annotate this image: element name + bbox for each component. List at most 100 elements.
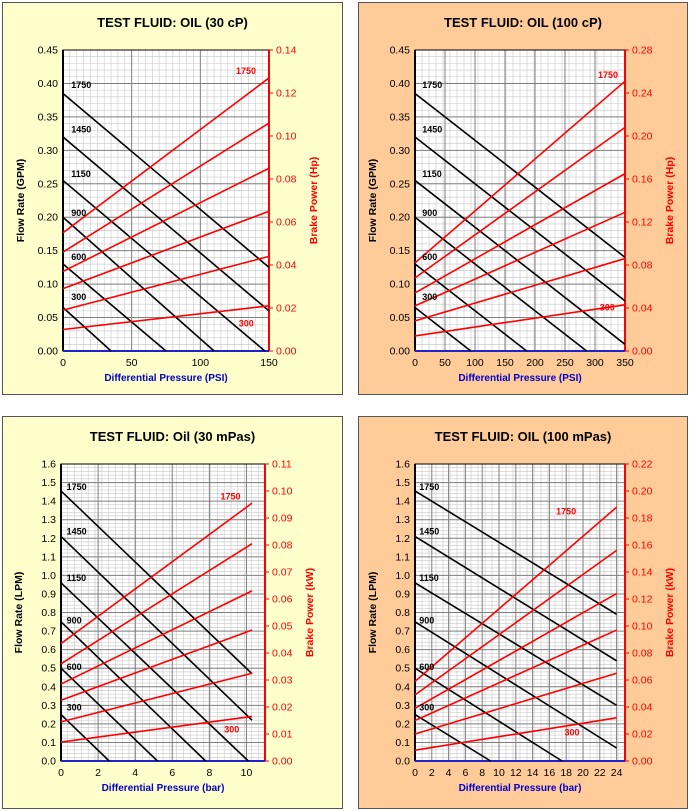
power-line-1450 <box>60 542 253 665</box>
x-axis-title: Differential Pressure (bar) <box>459 783 582 794</box>
x-tick-label: 100 <box>466 357 484 369</box>
flow-line-900 <box>60 621 207 762</box>
y2-tick-label: 0.09 <box>272 513 293 525</box>
y-tick-label: 0.5 <box>395 663 410 675</box>
y-tick-label: 0.9 <box>41 588 56 600</box>
y2-axis-title: Brake Power (kW) <box>304 568 316 657</box>
y-tick-label: 1.2 <box>41 533 56 545</box>
flow-line-300 <box>62 306 112 352</box>
y-tick-label: 1.1 <box>395 551 410 563</box>
y-tick-label: 1.4 <box>395 496 410 508</box>
x-axis-title: Differential Pressure (PSI) <box>458 373 581 384</box>
y-tick-label: 0.15 <box>390 245 411 257</box>
chart-svg: 0.0 0.1 0.2 0.3 0.4 0.5 0.6 0.7 0.8 0.9 1.0 1.1 1.2 1… <box>13 459 316 795</box>
power-line-900 <box>414 629 617 722</box>
x-tick-label: 0 <box>412 767 418 779</box>
y-tick-label: 0.35 <box>390 111 411 123</box>
y-tick-label: 0.0 <box>395 756 410 768</box>
y-tick-label: 0.4 <box>41 681 56 693</box>
chart-title: TEST FLUID: OIL (100 mPas) <box>434 429 612 444</box>
flow-line-1150 <box>414 582 618 706</box>
y2-tick-label: 0.06 <box>276 217 297 229</box>
power-label-1750: 1750 <box>556 507 576 517</box>
flow-label-900: 900 <box>419 615 434 625</box>
power-line-900 <box>62 210 270 290</box>
flow-label-1150: 1150 <box>419 573 439 583</box>
flow-label-900: 900 <box>67 615 82 625</box>
flow-label-1750: 1750 <box>419 482 439 492</box>
y-tick-label: 0.10 <box>38 279 59 291</box>
x-tick-label: 300 <box>586 357 604 369</box>
y2-tick-label: 0.08 <box>272 540 293 552</box>
y2-tick-label: 0.06 <box>272 594 293 606</box>
y-tick-label: 0.35 <box>38 111 59 123</box>
flow-label-1450: 1450 <box>422 124 442 134</box>
x-tick-label: 150 <box>260 357 278 369</box>
power-label-1750: 1750 <box>598 70 618 80</box>
y-tick-label: 0.45 <box>38 45 59 57</box>
power-line-900 <box>414 211 626 307</box>
y2-tick-label: 0.12 <box>276 88 297 100</box>
chart-panel-oil-100cp: 0.00 0.05 0.10 0.15 0.20 0.25 0.30 0.35 0.40 0.45… <box>358 2 688 395</box>
power-label-1750: 1750 <box>220 491 240 501</box>
y-tick-label: 0.45 <box>390 45 411 57</box>
y2-tick-label: 0.22 <box>632 459 653 471</box>
power-line-300 <box>60 715 253 743</box>
y-tick-label: 0.9 <box>395 588 410 600</box>
flow-label-300: 300 <box>422 292 437 302</box>
power-line-1750 <box>414 80 626 264</box>
x-tick-label: 20 <box>577 767 589 779</box>
y2-tick-label: 0.02 <box>632 729 653 741</box>
flow-label-1150: 1150 <box>71 169 91 179</box>
y-tick-label: 0.05 <box>390 312 411 324</box>
flow-line-1750 <box>62 92 270 269</box>
y-tick-label: 1.5 <box>41 477 56 489</box>
y-tick-label: 0.25 <box>38 178 59 190</box>
flow-line-600 <box>414 667 563 762</box>
flow-line-600 <box>414 263 528 352</box>
y2-tick-label: 0.02 <box>272 702 293 714</box>
y-axis-title: Flow Rate (LPM) <box>367 572 379 654</box>
y-tick-label: 0.00 <box>390 346 411 358</box>
x-tick-label: 2 <box>429 767 435 779</box>
x-tick-label: 250 <box>556 357 574 369</box>
power-line-600 <box>62 255 270 311</box>
y2-tick-label: 0.10 <box>632 621 653 633</box>
y2-tick-label: 0.08 <box>632 648 653 660</box>
y2-tick-label: 0.04 <box>272 648 293 660</box>
y-tick-label: 0.20 <box>390 212 411 224</box>
flow-label-1450: 1450 <box>71 124 91 134</box>
y2-tick-label: 0.20 <box>632 131 653 143</box>
chart-title: TEST FLUID: OIL (30 cP) <box>97 15 248 30</box>
flow-label-1750: 1750 <box>422 80 442 90</box>
y2-axis-title: Brake Power (Hp) <box>664 157 676 245</box>
flow-label-600: 600 <box>419 662 434 672</box>
x-axis-title: Differential Pressure (bar) <box>102 783 225 794</box>
x-tick-label: 8 <box>206 767 212 779</box>
power-line-1750 <box>62 77 270 234</box>
power-line-300 <box>414 717 617 751</box>
power-line-300 <box>414 303 626 337</box>
y2-tick-label: 0.12 <box>632 594 653 606</box>
y-tick-label: 0.00 <box>38 346 59 358</box>
x-tick-label: 4 <box>446 767 452 779</box>
flow-line-1450 <box>60 535 253 721</box>
y-tick-label: 0.1 <box>41 737 56 749</box>
x-tick-label: 350 <box>616 357 634 369</box>
y-tick-label: 0.2 <box>41 718 56 730</box>
y2-tick-label: 0.00 <box>632 756 653 768</box>
x-tick-label: 12 <box>510 767 522 779</box>
y2-tick-label: 0.28 <box>632 45 653 57</box>
y-axis-title: Flow Rate (GPM) <box>367 159 379 242</box>
y2-axis-title: Brake Power (Hp) <box>308 157 320 245</box>
flow-label-300: 300 <box>67 703 82 713</box>
y2-tick-label: 0.00 <box>276 346 297 358</box>
y-tick-label: 0.3 <box>41 700 56 712</box>
chart-svg: 0.00 0.05 0.10 0.15 0.20 0.25 0.30 0.35 0.40 0.45… <box>367 45 676 385</box>
y2-tick-label: 0.07 <box>272 567 293 579</box>
y-tick-label: 0.3 <box>395 700 410 712</box>
chart-title: TEST FLUID: OIL (100 cP) <box>444 15 602 30</box>
x-tick-label: 18 <box>560 767 572 779</box>
x-tick-label: 14 <box>527 767 539 779</box>
chart-panel-oil-30mpas: 0.0 0.1 0.2 0.3 0.4 0.5 0.6 0.7 0.8 0.9 1.0 1.1 1.2 1… <box>2 416 343 809</box>
